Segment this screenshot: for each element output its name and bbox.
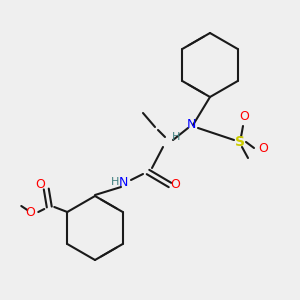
Text: O: O bbox=[25, 206, 35, 218]
Text: O: O bbox=[35, 178, 45, 191]
Text: N: N bbox=[186, 118, 196, 131]
Text: S: S bbox=[235, 135, 245, 149]
Text: N: N bbox=[118, 176, 128, 188]
Text: H: H bbox=[172, 132, 180, 142]
Text: H: H bbox=[111, 177, 119, 187]
Text: O: O bbox=[170, 178, 180, 191]
Text: O: O bbox=[258, 142, 268, 154]
Text: O: O bbox=[239, 110, 249, 124]
